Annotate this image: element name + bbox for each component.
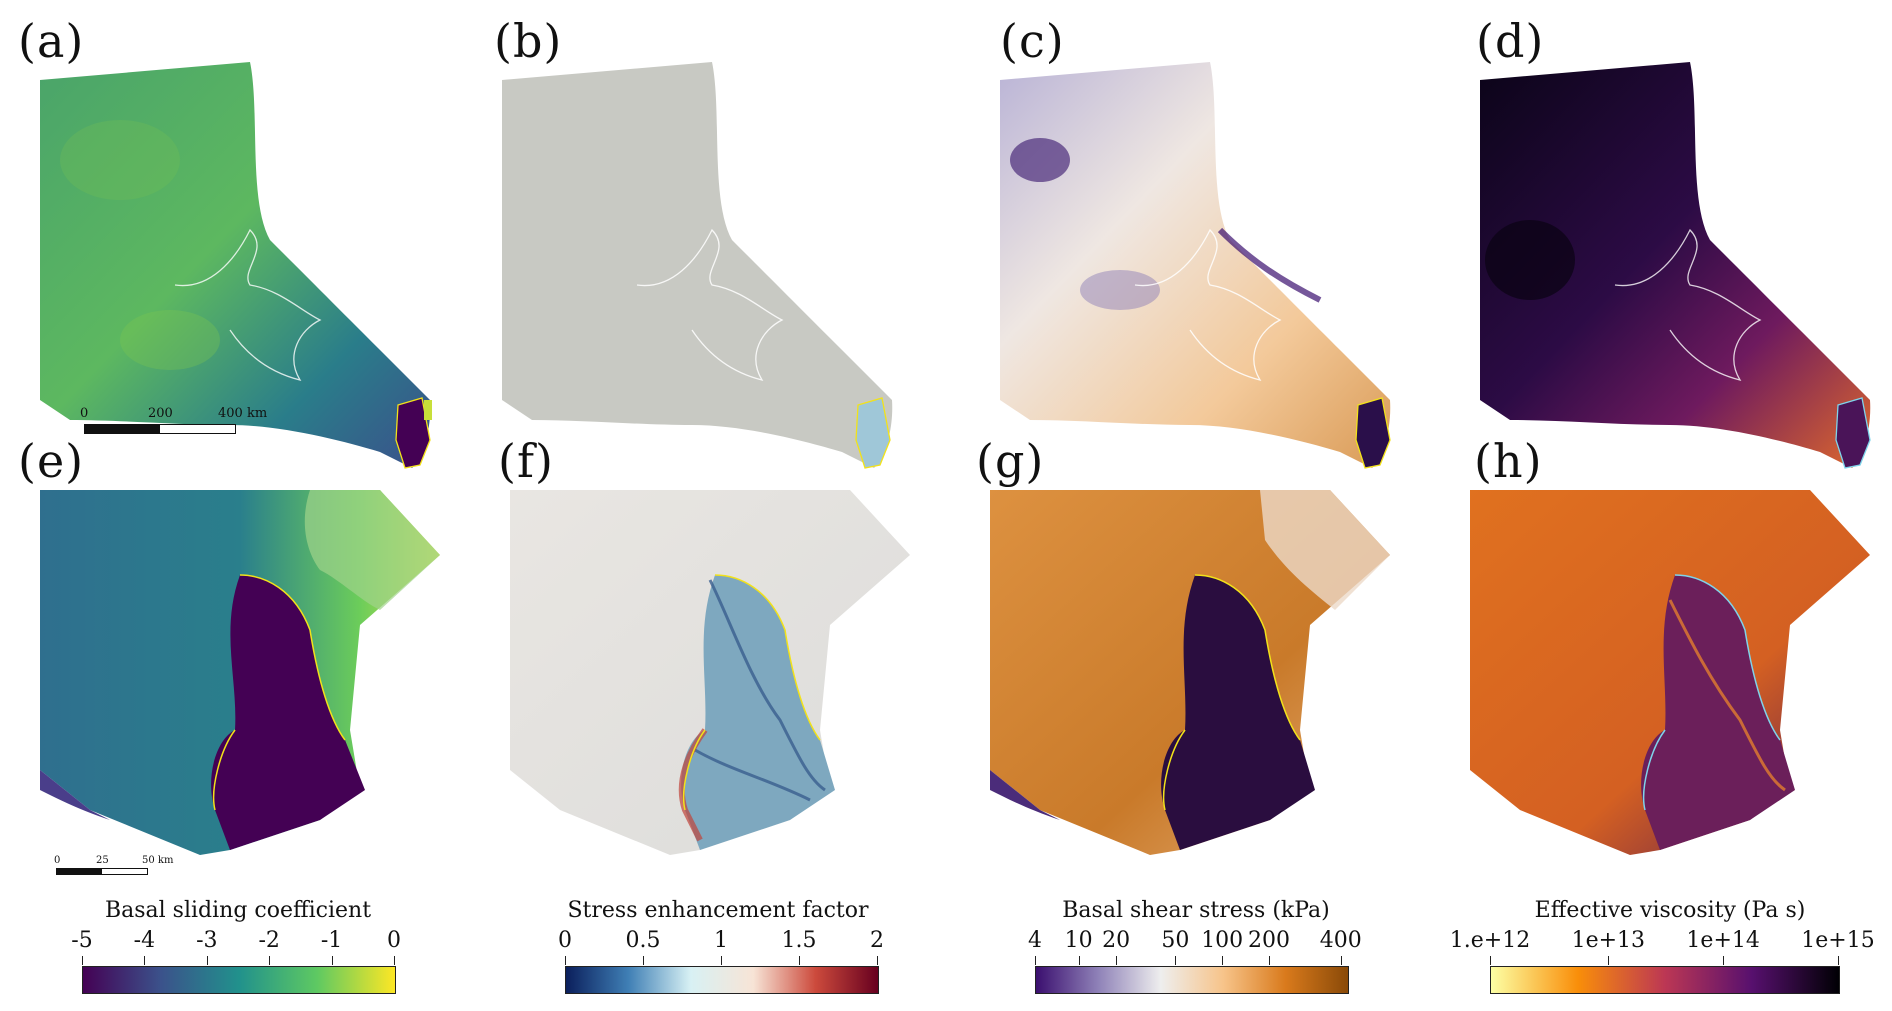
colorbar-tick <box>643 956 644 965</box>
map-panel-g <box>990 490 1390 855</box>
colorbar-tick <box>1490 956 1491 965</box>
scale-bar-zoom <box>56 866 148 876</box>
colorbar-tick-label: 10 <box>1064 928 1093 953</box>
colorbar-tick-label: 0 <box>558 928 572 953</box>
scale-label-zoom-0: 0 <box>54 855 61 866</box>
colorbar-viscosity <box>1490 966 1840 994</box>
scale-label-200: 200 <box>148 406 173 421</box>
colorbar-tick <box>1269 956 1270 965</box>
colorbar-tick <box>269 956 271 965</box>
colorbar-tick <box>721 956 722 965</box>
colorbar-tick-label: 20 <box>1102 928 1131 953</box>
colorbar-tick <box>1608 956 1610 965</box>
colorbar-tick-label: -5 <box>71 928 93 953</box>
colorbar-tick <box>144 956 146 965</box>
colorbar-tick <box>82 956 83 965</box>
colorbar-tick-label: 0 <box>387 928 401 953</box>
colorbar-title-enhancement: Stress enhancement factor <box>567 898 869 923</box>
map-panel-e <box>40 490 440 855</box>
panel-label-b: (b) <box>494 14 563 68</box>
colorbar-tick <box>565 956 566 965</box>
colorbar-tick <box>799 956 800 965</box>
colorbar-tick-label: -4 <box>133 928 156 953</box>
colorbar-tick-label: 400 <box>1319 928 1362 953</box>
colorbar-tick-label: -3 <box>196 928 218 953</box>
colorbar-tick-label: 100 <box>1201 928 1244 953</box>
colorbar-tick-label: 0.5 <box>625 928 661 953</box>
colorbar-title-sliding: Basal sliding coefficient <box>104 898 372 923</box>
colorbar-sliding <box>82 966 396 994</box>
colorbar-tick <box>1175 956 1177 965</box>
panel-label-a: (a) <box>18 14 85 68</box>
colorbar-enhancement <box>565 966 879 994</box>
colorbar-tick-label: 1.e+12 <box>1449 928 1531 953</box>
colorbar-tick <box>1838 956 1839 965</box>
colorbar-tick-label: -1 <box>320 928 343 953</box>
colorbar-tick-label: 1e+15 <box>1801 928 1875 953</box>
panel-label-d: (d) <box>1476 14 1545 68</box>
colorbar-tick <box>394 956 395 965</box>
panel-label-f: (f) <box>498 434 554 488</box>
panel-label-c: (c) <box>1000 14 1065 68</box>
colorbar-tick-label: 1e+13 <box>1571 928 1646 953</box>
scale-label-zoom-50km: 50 km <box>142 855 174 866</box>
panel-label-e: (e) <box>18 434 85 488</box>
colorbar-tick-label: 4 <box>1028 928 1042 953</box>
scale-label-zoom-25: 25 <box>96 855 109 866</box>
colorbar-tick-label: 1 <box>714 928 728 953</box>
colorbar-tick-label: 200 <box>1248 928 1290 953</box>
panel-label-h: (h) <box>1474 434 1543 488</box>
colorbar-tick <box>1078 956 1080 965</box>
colorbar-tick <box>1035 956 1036 965</box>
colorbar-tick-label: 1.5 <box>781 928 817 953</box>
colorbar-tick-label: 2 <box>870 928 884 953</box>
colorbar-tick <box>1222 956 1224 965</box>
scale-bar-overview <box>84 420 236 436</box>
colorbar-tick <box>1723 956 1725 965</box>
colorbar-tick-label: 1e+14 <box>1686 928 1760 953</box>
colorbar-tick <box>877 956 878 965</box>
map-panel-b <box>502 62 893 469</box>
colorbar-tick <box>206 956 208 965</box>
colorbar-title-shear: Basal shear stress (kPa) <box>1062 898 1330 923</box>
colorbar-tick <box>331 956 333 965</box>
scale-label-0: 0 <box>80 406 89 421</box>
panel-label-g: (g) <box>976 434 1045 488</box>
colorbar-tick <box>1340 956 1342 965</box>
map-panel-h <box>1470 490 1870 855</box>
colorbar-tick <box>1116 956 1118 965</box>
map-panel-d <box>1480 62 1871 469</box>
colorbar-tick-label: -2 <box>258 928 280 953</box>
colorbar-tick-label: 50 <box>1161 928 1190 953</box>
colorbar-shear <box>1035 966 1349 994</box>
map-panel-c <box>1000 62 1391 469</box>
map-panel-f <box>510 490 910 855</box>
map-panel-a <box>40 62 432 469</box>
scale-label-400km: 400 km <box>218 406 268 421</box>
colorbar-title-viscosity: Effective viscosity (Pa s) <box>1534 898 1806 923</box>
